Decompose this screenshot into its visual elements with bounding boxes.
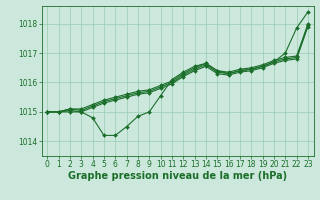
X-axis label: Graphe pression niveau de la mer (hPa): Graphe pression niveau de la mer (hPa) — [68, 171, 287, 181]
